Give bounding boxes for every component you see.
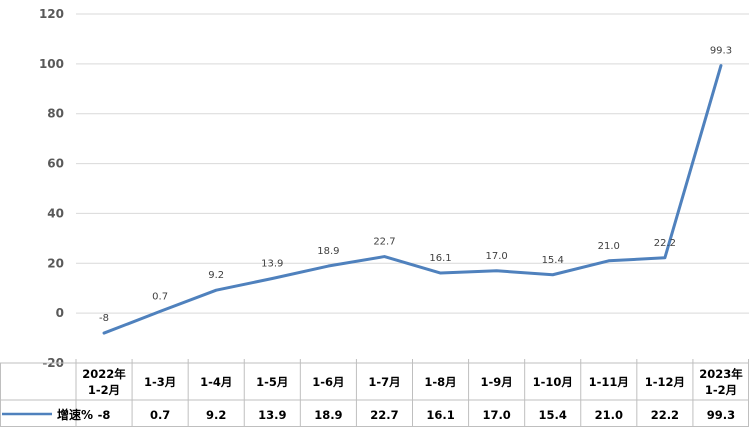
series-plot: -8 0.7 9.2 13.9 18.9 22.7 16.1 17.0 15.4 21.0 22.2… xyxy=(99,46,732,335)
y-tick-label: 40 xyxy=(47,206,64,220)
data-label: 0.7 xyxy=(152,291,168,302)
table-value: 15.4 xyxy=(539,408,567,422)
data-point xyxy=(439,272,442,275)
data-label: -8 xyxy=(99,313,109,324)
data-point xyxy=(215,289,218,292)
data-label: 21.0 xyxy=(598,241,620,252)
table-value: 13.9 xyxy=(258,408,286,422)
table-value: 22.2 xyxy=(651,408,679,422)
data-point xyxy=(607,259,610,262)
y-tick-label: 80 xyxy=(47,107,64,121)
table-value: 21.0 xyxy=(595,408,623,422)
table-value: 17.0 xyxy=(482,408,510,422)
data-point xyxy=(719,64,722,67)
data-point xyxy=(103,332,106,335)
data-label: 9.2 xyxy=(208,270,224,281)
category-label: 1-5月 xyxy=(256,375,288,389)
data-label: 17.0 xyxy=(485,251,507,262)
table-value: 99.3 xyxy=(707,408,735,422)
y-tick-label: 20 xyxy=(47,256,64,270)
category-label: 1-3月 xyxy=(144,375,176,389)
category-label: 1-6月 xyxy=(312,375,344,389)
category-label: 1-10月 xyxy=(533,375,573,389)
table-value: 18.9 xyxy=(314,408,342,422)
legend: 增速% xyxy=(2,407,93,422)
category-label: 1-4月 xyxy=(200,375,232,389)
category-label: 1-12月 xyxy=(645,375,685,389)
table-value: -8 xyxy=(98,408,111,422)
legend-label: 增速% xyxy=(57,407,93,422)
data-label: 13.9 xyxy=(261,258,283,269)
data-label: 15.4 xyxy=(542,255,564,266)
data-label: 22.2 xyxy=(654,238,676,249)
y-tick-label: 100 xyxy=(39,57,64,71)
data-table: 2022年 1-2月 1-3月 1-4月 1-5月 1-6月 1-7月 1-8月 1-9月 1-1… xyxy=(0,359,749,427)
data-point xyxy=(271,277,274,280)
data-point xyxy=(383,255,386,258)
category-label: 1-2月 xyxy=(705,383,737,397)
table-value: 9.2 xyxy=(206,408,226,422)
data-label: 22.7 xyxy=(373,237,395,248)
category-label: 1-8月 xyxy=(424,375,456,389)
y-tick-label: 0 xyxy=(56,306,64,320)
data-point xyxy=(159,310,162,313)
data-point xyxy=(663,256,666,259)
data-label: 18.9 xyxy=(317,246,339,257)
category-label: 1-9月 xyxy=(480,375,512,389)
table-value: 16.1 xyxy=(426,408,454,422)
data-point xyxy=(495,269,498,272)
category-label: 1-2月 xyxy=(88,383,120,397)
category-label: 1-11月 xyxy=(589,375,629,389)
gridlines xyxy=(76,13,749,314)
series-line xyxy=(102,64,723,335)
data-point xyxy=(327,265,330,268)
y-tick-label: 120 xyxy=(39,7,64,21)
data-label: 99.3 xyxy=(710,46,732,57)
category-label: 2023年 xyxy=(699,367,743,381)
data-label: 16.1 xyxy=(429,253,451,264)
category-label: 2022年 xyxy=(82,367,126,381)
table-value: 0.7 xyxy=(150,408,170,422)
data-point xyxy=(551,273,554,276)
table-value: 22.7 xyxy=(370,408,398,422)
y-tick-label: 60 xyxy=(47,157,64,171)
category-label: 1-7月 xyxy=(368,375,400,389)
